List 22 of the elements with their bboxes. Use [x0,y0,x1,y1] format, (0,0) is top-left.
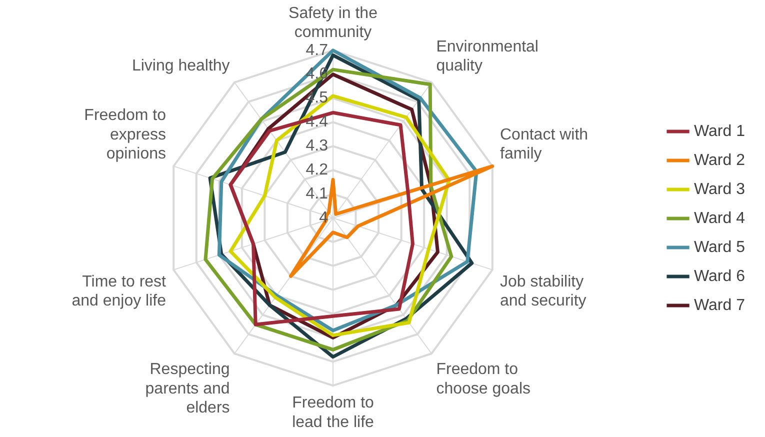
y-tick-label: 4.7 [306,42,328,59]
spoke-label: Freedom to lead the life [292,394,374,431]
spoke-label: Time to rest and enjoy life [72,273,167,310]
y-tick-label: 4.3 [306,138,328,155]
legend-label: Ward 1 [694,122,746,140]
legend-label: Ward 6 [694,268,746,285]
legend-label: Ward 5 [694,238,746,256]
spoke-label: Freedom to choose goals [436,361,531,398]
spoke-label: Job stability and security [500,273,586,310]
spoke-label: Safety in the community [288,5,378,42]
legend-label: Ward 7 [694,296,746,314]
y-tick-label: 4.1 [306,185,328,202]
y-tick-label: 4.2 [306,162,328,179]
spoke-label: Living healthy [132,58,230,75]
legend-label: Ward 3 [694,180,746,198]
spoke-label: Respecting parents and elders [145,361,230,416]
spoke-label: Environmental quality [436,38,538,75]
spoke-label: Freedom to express opinions [84,107,166,163]
y-tick-label: 4.4 [306,114,328,131]
legend-label: Ward 4 [694,210,746,227]
spoke-label: Contact with family [500,126,588,163]
legend-label: Ward 2 [694,152,746,169]
